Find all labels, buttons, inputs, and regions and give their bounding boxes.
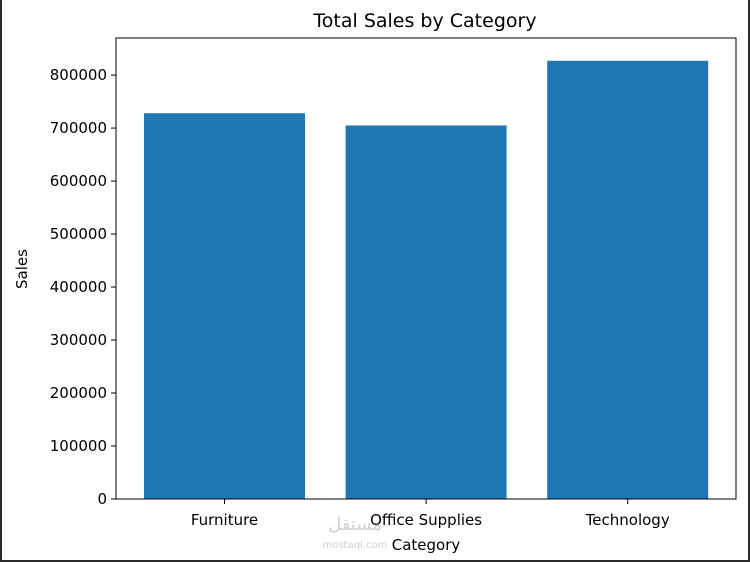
plot-area-frame bbox=[115, 37, 737, 500]
y-tick-label: 800000 bbox=[50, 66, 107, 84]
y-tick-label: 0 bbox=[97, 490, 107, 508]
y-tick-label: 400000 bbox=[50, 278, 107, 296]
x-axis-label: Category bbox=[392, 536, 461, 554]
x-tick-label: Office Supplies bbox=[370, 511, 482, 529]
watermark-url-text: mostaql.com bbox=[323, 540, 388, 551]
y-axis-label: Sales bbox=[13, 249, 31, 289]
y-tick-label: 100000 bbox=[50, 437, 107, 455]
y-tick-label: 600000 bbox=[50, 172, 107, 190]
x-tick-label: Furniture bbox=[191, 511, 258, 529]
x-tick-label: Technology bbox=[585, 511, 670, 529]
bar-technology bbox=[547, 60, 709, 499]
chart-title: Total Sales by Category bbox=[312, 10, 536, 32]
y-tick-label: 500000 bbox=[50, 225, 107, 243]
bar-office-supplies bbox=[345, 125, 507, 500]
bars-group bbox=[144, 60, 709, 500]
x-axis-ticks: Furniture Office Supplies Technology bbox=[191, 499, 670, 529]
watermark-logo-text: مستقل bbox=[328, 514, 382, 535]
y-tick-label: 200000 bbox=[50, 384, 107, 402]
watermark: مستقل mostaql.com bbox=[323, 514, 388, 551]
y-tick-label: 700000 bbox=[50, 119, 107, 137]
bar-furniture bbox=[144, 113, 305, 499]
y-tick-label: 300000 bbox=[50, 331, 107, 349]
y-axis-ticks: 0 100000 200000 300000 400000 500000 600000 700… bbox=[50, 66, 116, 508]
